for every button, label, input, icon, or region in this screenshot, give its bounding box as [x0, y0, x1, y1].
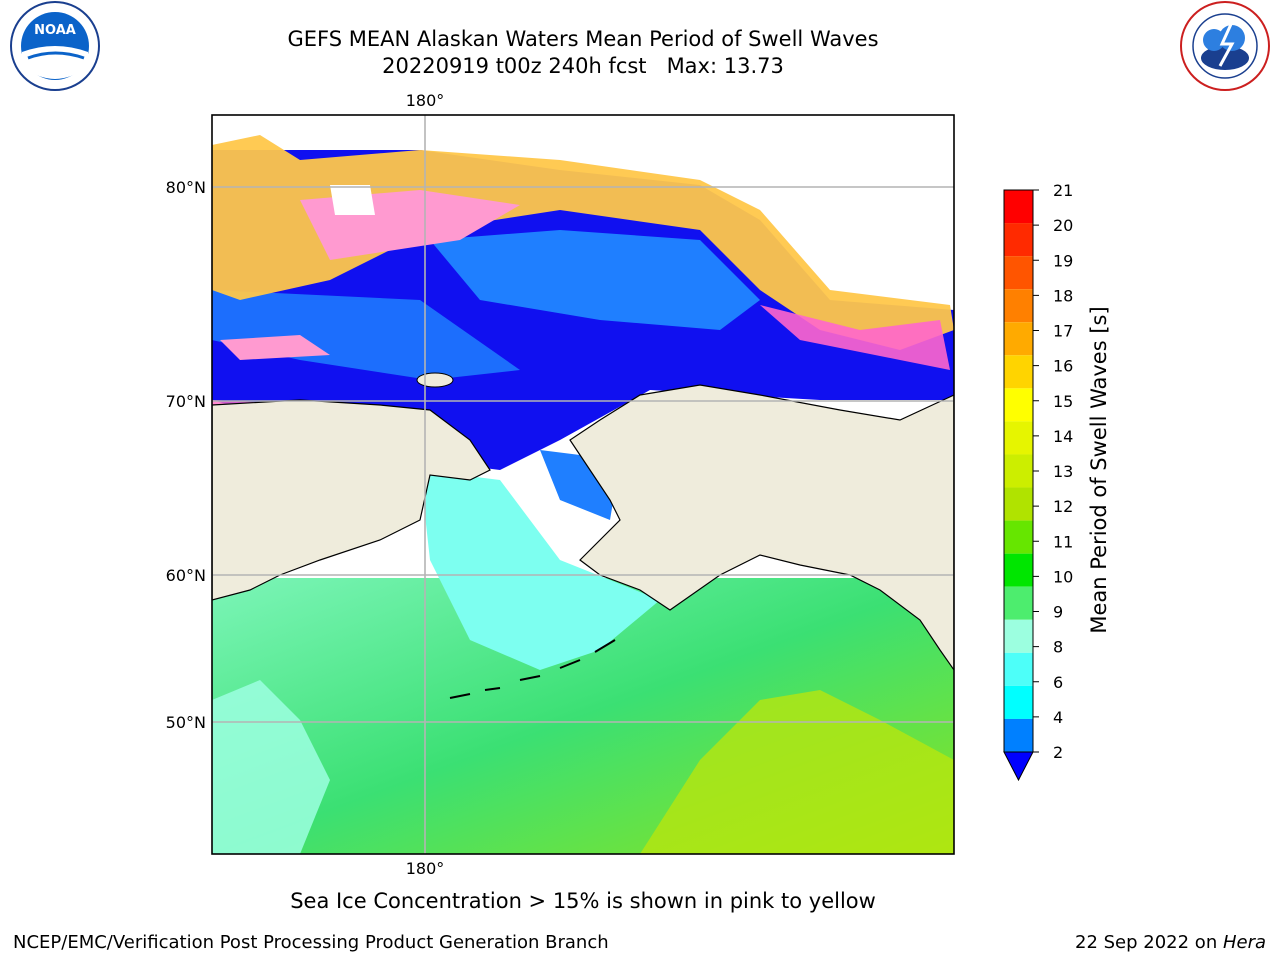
- colorbar-segment: [1004, 487, 1033, 521]
- colorbar-tick-label: 17: [1053, 322, 1073, 341]
- landmass-alaska: [569, 384, 954, 672]
- colorbar-segment: [1004, 685, 1033, 719]
- colorbar-segment: [1004, 718, 1033, 752]
- aleutian-islands: [449, 639, 616, 699]
- colorbar-segment: [1004, 652, 1033, 686]
- map-frame: [211, 114, 955, 855]
- colorbar-tick-label: 21: [1053, 181, 1073, 200]
- colorbar-tick-label: 16: [1053, 357, 1073, 376]
- nws-logo: [1180, 1, 1270, 91]
- colorbar-extend-triangle: [1003, 751, 1034, 782]
- title-line-2: 20220919 t00z 240h fcst Max: 13.73: [382, 54, 784, 78]
- sea-ice-edge-east: [760, 305, 950, 370]
- colorbar-segment: [1004, 322, 1033, 356]
- colorbar-segment: [1004, 289, 1033, 323]
- colorbar-tick-label: 6: [1053, 673, 1063, 692]
- arctic-swell-patch-west: [212, 290, 520, 380]
- title-line-1: GEFS MEAN Alaskan Waters Mean Period of …: [287, 27, 879, 51]
- sea-ice-hole: [330, 185, 375, 215]
- footer-branch: NCEP/EMC/Verification Post Processing Pr…: [13, 932, 609, 953]
- colorbar-tick-label: 10: [1053, 567, 1073, 586]
- colorbar-label: Mean Period of Swell Waves [s]: [1087, 306, 1111, 633]
- colorbar-segment: [1004, 619, 1033, 653]
- footer-date: 22 Sep 2022 on Hera: [1075, 932, 1266, 953]
- colorbar-tick-label: 11: [1053, 532, 1073, 551]
- colorbar-segment: [1004, 388, 1033, 422]
- landmass-siberia: [212, 399, 491, 601]
- colorbar-segment: [1004, 553, 1033, 587]
- latitude-label-80: 80°N: [166, 178, 206, 197]
- colorbar-tick-label: 8: [1053, 638, 1063, 657]
- noaa-logo-text: NOAA: [34, 23, 76, 38]
- colorbar-tick-label: 9: [1053, 603, 1063, 622]
- colorbar-tick-label: 20: [1053, 216, 1073, 235]
- colorbar-tick-label: 13: [1053, 462, 1073, 481]
- colorbar-segment: [1004, 454, 1033, 488]
- footer-machine: Hera: [1222, 932, 1266, 953]
- latitude-label-50: 50°N: [166, 713, 206, 732]
- bering-swell-field: [420, 470, 660, 670]
- figure-title: GEFS MEAN Alaskan Waters Mean Period of …: [200, 26, 966, 80]
- colorbar-segment: [1004, 421, 1033, 455]
- wrangel-island: [416, 372, 454, 388]
- colorbar-tick-label: 19: [1053, 251, 1073, 270]
- graticule: [212, 115, 954, 854]
- pacific-swell-patch-east: [640, 690, 954, 854]
- colorbar-segment: [1004, 256, 1033, 290]
- sea-ice-zone-west: [220, 335, 330, 360]
- arctic-swell-patch: [430, 230, 760, 330]
- longitude-label-top: 180°: [406, 91, 445, 110]
- colorbar-tick-label: 18: [1053, 286, 1073, 305]
- sea-ice-zone: [212, 135, 954, 350]
- colorbar-tick-label: 4: [1053, 708, 1063, 727]
- colorbar-tick-label: 2: [1053, 743, 1063, 762]
- longitude-label-bottom: 180°: [406, 859, 445, 878]
- colorbar-tick-label: 12: [1053, 497, 1073, 516]
- noaa-logo: NOAA: [10, 1, 100, 91]
- latitude-label-70: 70°N: [166, 392, 206, 411]
- colorbar-tick-label: 15: [1053, 392, 1073, 411]
- map-plot-area: [212, 115, 954, 854]
- sea-ice-caption: Sea Ice Concentration > 15% is shown in …: [290, 889, 876, 913]
- colorbar: 21 20 19 18 17 16 15 14 13 12 11 10 9 8 6 4 2: [1003, 181, 1073, 782]
- colorbar-segment: [1004, 355, 1033, 389]
- colorbar-tick-label: 14: [1053, 427, 1073, 446]
- latitude-label-60: 60°N: [166, 566, 206, 585]
- colorbar-segment: [1004, 190, 1033, 224]
- colorbar-segment: [1004, 520, 1033, 554]
- colorbar-segment: [1004, 223, 1033, 257]
- footer-date-text: 22 Sep 2022 on: [1075, 932, 1223, 953]
- colorbar-segment: [1004, 586, 1033, 620]
- pacific-swell-patch: [212, 680, 330, 854]
